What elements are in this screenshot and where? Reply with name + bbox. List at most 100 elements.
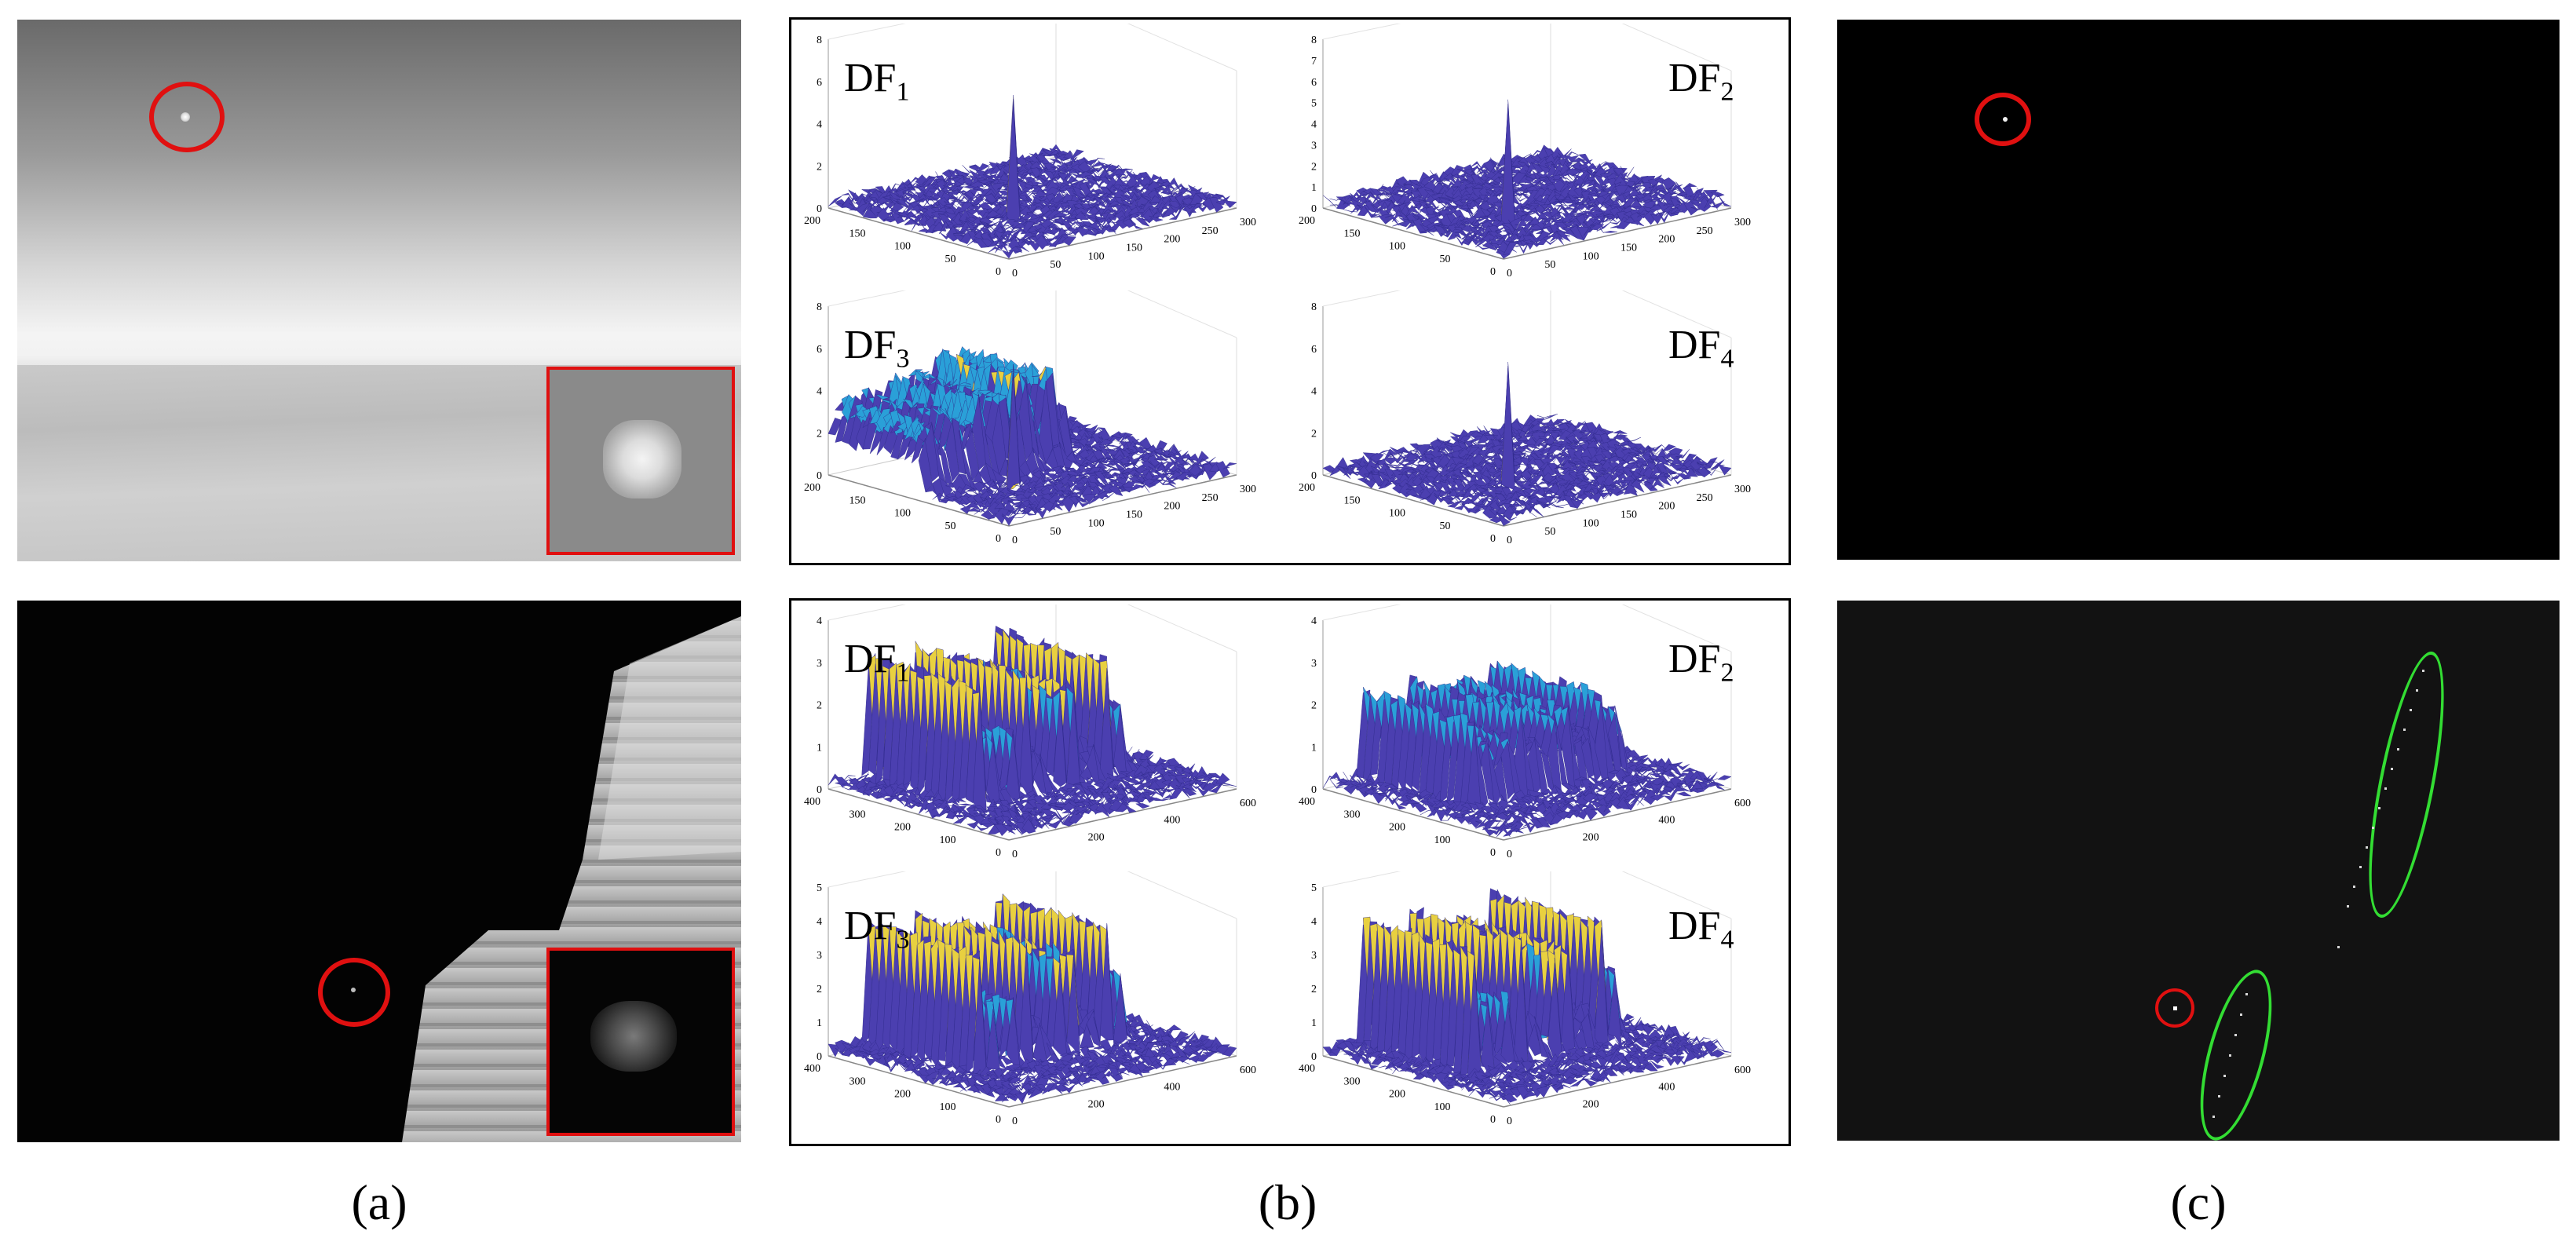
y-axis-line xyxy=(1322,474,1504,527)
detected-target xyxy=(2173,1006,2177,1010)
z-tick-label: 0 xyxy=(1311,1051,1317,1063)
z-tick-label: 2 xyxy=(817,700,822,712)
x-tick-label: 600 xyxy=(1734,798,1751,809)
z-tick-label: 6 xyxy=(1311,77,1317,89)
clutter-dot xyxy=(2366,846,2368,849)
y-tick-label: 150 xyxy=(1344,228,1361,239)
clutter-dot xyxy=(2378,807,2381,809)
z-tick-label: 4 xyxy=(1311,119,1317,131)
surface-plot-label-base: DF xyxy=(1668,904,1721,948)
y-tick-label: 300 xyxy=(850,809,866,820)
z-tick-label: 1 xyxy=(1311,1017,1317,1029)
clutter-dot xyxy=(2337,946,2340,948)
y-tick-label: 0 xyxy=(996,533,1001,545)
y-tick-label: 150 xyxy=(850,228,866,239)
clutter-dot xyxy=(2403,729,2406,731)
clutter-dot xyxy=(2240,1013,2242,1016)
x-tick-label: 600 xyxy=(1240,798,1256,809)
x-tick-label: 600 xyxy=(1734,1065,1751,1076)
z-tick-label: 5 xyxy=(817,882,822,894)
y-tick-label: 200 xyxy=(804,215,820,227)
x-tick-label: 300 xyxy=(1240,217,1256,228)
surface-plot-label-sub: 1 xyxy=(896,658,910,688)
y-tick-label: 150 xyxy=(1344,495,1361,506)
z-tick-label: 3 xyxy=(817,658,822,670)
y-tick-label: 200 xyxy=(894,822,911,834)
x-tick-label: 400 xyxy=(1658,1082,1675,1094)
surface-plot-label: DF4 xyxy=(1668,322,1734,374)
y-tick-label: 300 xyxy=(1344,809,1361,820)
z-tick-label: 2 xyxy=(817,984,822,995)
surface-plot-label: DF1 xyxy=(844,636,909,688)
y-tick-label: 400 xyxy=(1299,796,1315,808)
z-tick-label: 1 xyxy=(817,1017,822,1029)
x-tick-label: 150 xyxy=(1621,509,1637,521)
z-tick-label: 7 xyxy=(1311,56,1317,68)
y-tick-label: 300 xyxy=(850,1076,866,1087)
z-tick-label: 4 xyxy=(817,916,822,928)
z-tick-label: 8 xyxy=(817,35,822,46)
x-axis-line xyxy=(1008,474,1237,527)
x-tick-label: 0 xyxy=(1012,1116,1018,1127)
z-tick-label: 2 xyxy=(1311,984,1317,995)
z-tick-label: 0 xyxy=(817,203,822,215)
z-tick-label: 3 xyxy=(1311,140,1317,152)
z-tick-label: 2 xyxy=(1311,700,1317,712)
x-tick-label: 50 xyxy=(1050,259,1061,271)
x-axis-line xyxy=(1008,1055,1237,1108)
x-tick-label: 0 xyxy=(1507,849,1512,860)
x-tick-label: 250 xyxy=(1697,492,1713,504)
y-tick-label: 200 xyxy=(1389,822,1405,834)
caption-c: (c) xyxy=(2170,1174,2227,1230)
y-tick-label: 400 xyxy=(1299,1063,1315,1075)
y-tick-label: 50 xyxy=(945,254,956,265)
z-tick-label: 8 xyxy=(1311,301,1317,313)
surface-plot-label-base: DF xyxy=(844,323,897,367)
y-tick-label: 100 xyxy=(940,834,956,846)
y-tick-label: 150 xyxy=(850,495,866,506)
clutter-dot xyxy=(2347,905,2349,908)
z-tick-label: 4 xyxy=(1311,386,1317,398)
target-circle xyxy=(1975,93,2031,146)
x-tick-label: 0 xyxy=(1012,849,1018,860)
z-tick-label: 8 xyxy=(1311,35,1317,46)
surface-plot-label-sub: 2 xyxy=(1720,658,1734,688)
x-tick-label: 250 xyxy=(1202,492,1219,504)
clutter-dot xyxy=(2212,1116,2215,1118)
x-tick-label: 200 xyxy=(1658,501,1675,513)
y-tick-label: 200 xyxy=(894,1089,911,1101)
surface-plot-label-sub: 2 xyxy=(1720,77,1734,107)
y-axis-line xyxy=(1322,1055,1504,1108)
x-tick-label: 0 xyxy=(1507,535,1512,546)
y-tick-label: 200 xyxy=(1299,215,1315,227)
detection-map-top xyxy=(1837,20,2560,560)
x-tick-label: 400 xyxy=(1164,815,1180,827)
surface-plot-label-sub: 3 xyxy=(896,344,910,374)
x-tick-label: 150 xyxy=(1126,243,1142,254)
target-circle xyxy=(149,82,225,152)
z-tick-label: 4 xyxy=(817,386,822,398)
x-tick-label: 0 xyxy=(1012,268,1018,279)
surface-plot-label-base: DF xyxy=(844,56,897,100)
z-tick-label: 4 xyxy=(1311,916,1317,928)
x-tick-label: 200 xyxy=(1088,1098,1105,1110)
y-tick-label: 0 xyxy=(1490,533,1496,545)
surface-plot-label-base: DF xyxy=(844,637,897,681)
z-tick-label: 2 xyxy=(817,428,822,440)
y-tick-label: 0 xyxy=(1490,847,1496,859)
z-tick-label: 4 xyxy=(1311,615,1317,627)
infrared-image-top xyxy=(17,20,741,561)
z-tick-label: 1 xyxy=(817,742,822,754)
clutter-dot xyxy=(2359,866,2362,868)
z-tick-label: 0 xyxy=(817,1051,822,1063)
clutter-dot xyxy=(2410,709,2412,711)
y-tick-label: 200 xyxy=(1299,482,1315,494)
target-zoom-inset xyxy=(546,948,735,1136)
z-tick-label: 6 xyxy=(817,344,822,356)
x-tick-label: 50 xyxy=(1544,259,1555,271)
y-tick-label: 100 xyxy=(1389,508,1405,520)
